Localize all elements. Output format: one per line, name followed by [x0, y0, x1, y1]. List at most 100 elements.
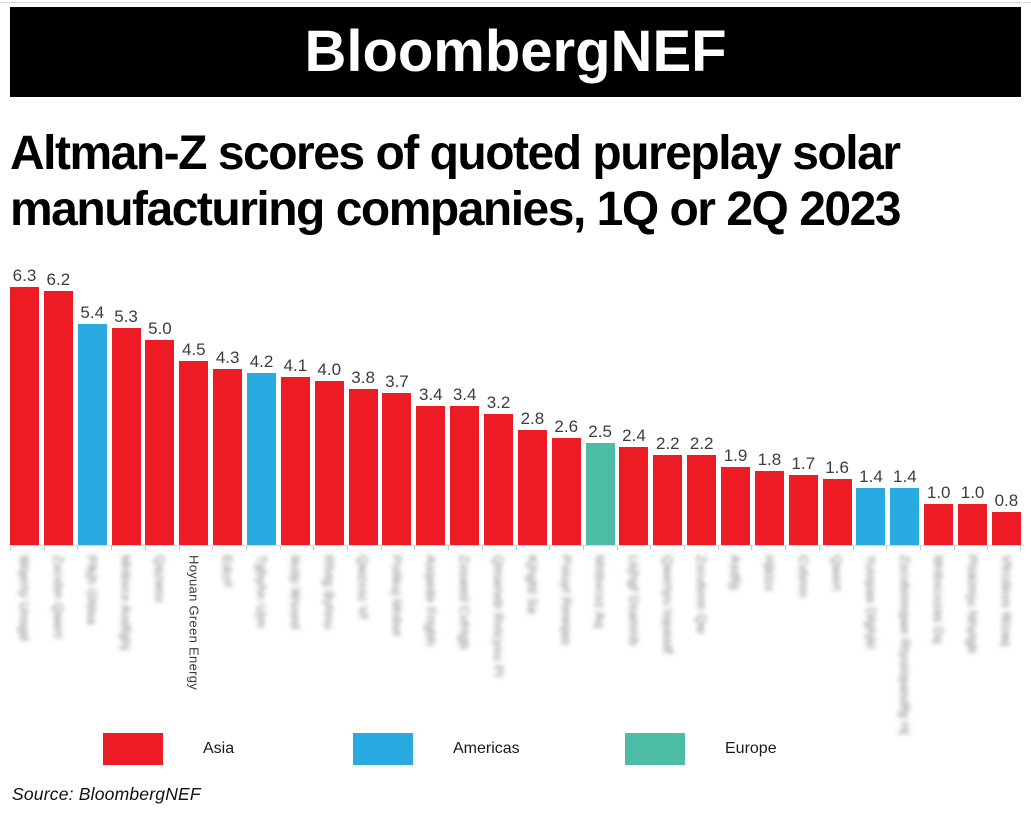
axis-tick	[347, 546, 348, 550]
bar-slot: 1.8	[754, 250, 784, 545]
legend-label-asia: Asia	[203, 740, 235, 757]
bar-slot: 1.4	[856, 250, 886, 545]
bar-asia	[822, 479, 852, 545]
x-axis-label-slot: Mnbvcxzas Dq	[924, 555, 953, 747]
bar-asia	[10, 286, 39, 545]
bar-asia	[687, 454, 717, 545]
bar-value-label: 5.4	[80, 302, 105, 322]
x-axis-label-slot: Plokimju Nhytgb	[958, 555, 987, 747]
axis-tick	[819, 546, 820, 550]
bar-value-label: 3.7	[385, 372, 409, 392]
company-label-blurred: Edcrf	[220, 555, 236, 587]
bar-asia	[619, 446, 649, 545]
x-axis-label-slot: Ikolp Wsxed	[281, 555, 310, 747]
axis-tick	[414, 546, 415, 550]
bar-asia	[551, 438, 581, 545]
bar-asia	[788, 475, 818, 545]
company-label-blurred: Zxcvbn Qwert	[50, 555, 66, 639]
bar-asia	[958, 504, 988, 545]
legend-swatch-europe	[625, 733, 685, 765]
company-label-blurred: Zxswed Cvfrtgb	[457, 555, 473, 650]
bar-chart: 6.3 6.2 5.4 5.3 5.0 4.5 4.3 4.2 4.1 4.0 3.8 3.7 3.4 3…	[10, 250, 1021, 747]
axis-tick	[583, 546, 584, 550]
axis-tick	[44, 546, 45, 550]
x-axis-label-slot: Qmwneb Rvtcyxu Pl	[484, 555, 513, 747]
bar-slot: 3.7	[382, 250, 412, 545]
bar-value-label: 4.0	[317, 360, 342, 379]
company-label-blurred: Vfrcdexs Wzaq	[998, 555, 1014, 647]
source-note: Source: BloombergNEF	[12, 784, 201, 804]
legend-label-americas: Americas	[453, 740, 520, 757]
bar-asia	[721, 467, 751, 545]
bar-value-label: 4.5	[181, 339, 206, 359]
company-label-blurred: Qazwsx	[152, 555, 168, 604]
legend-swatch-americas	[353, 733, 413, 765]
bar-asia	[653, 454, 683, 545]
bar-slot: 6.3	[10, 250, 39, 545]
x-axis-label-slot: Lkjhgf Dsamnb	[619, 555, 648, 747]
company-label-blurred: Mnbvcxzas Dq	[931, 555, 947, 644]
x-axis-label-slot: Yuiopas Dfghjkl	[856, 555, 885, 747]
bloombergnef-logo-bar: BloombergNEF	[10, 7, 1021, 97]
bar-value-label: 1.9	[723, 446, 748, 466]
axis-tick	[920, 546, 921, 550]
bar-asia	[517, 430, 547, 545]
bar-value-label: 0.8	[994, 491, 1019, 511]
axis-tick	[987, 546, 988, 550]
x-axis-label-slot: Hjklzx	[755, 555, 784, 747]
company-label-blurred: Mnbvcx Asdfghj	[118, 555, 134, 651]
bar-slot: 2.6	[551, 250, 581, 545]
bar-value-label: 2.2	[656, 433, 680, 453]
axis-tick	[313, 546, 314, 550]
axis-tick	[684, 546, 685, 550]
legend-swatch-asia	[103, 733, 163, 765]
x-axis-label-slot: Plkjh Gfdsa	[78, 555, 107, 747]
bar-asia	[924, 504, 954, 545]
bar-asia	[179, 360, 209, 545]
axis-tick	[246, 546, 247, 550]
company-label-blurred: Lkjhgf Dsamnb	[626, 555, 642, 646]
bar-asia	[213, 368, 243, 545]
company-label-blurred: Cvbnm	[795, 555, 811, 598]
bar-slot: 3.8	[348, 250, 378, 545]
bar-slot: 2.5	[585, 250, 615, 545]
x-axis-label-slot: Kjhgfd Sa	[518, 555, 547, 747]
company-label-blurred: Qwzxsc Vf	[355, 555, 371, 620]
bar-value-label: 3.4	[418, 384, 443, 404]
plot-area: 6.3 6.2 5.4 5.3 5.0 4.5 4.3 4.2 4.1 4.0 3.8 3.7 3.4 3…	[10, 250, 1021, 545]
bar-value-label: 3.8	[351, 368, 375, 388]
x-axis-label-slot: Tgbyhn Ujm	[247, 555, 276, 747]
bar-slot: 4.1	[280, 250, 310, 545]
company-label-blurred: Ikolp Wsxed	[287, 555, 303, 630]
bar-value-label: 2.4	[622, 425, 646, 445]
bar-value-label: 4.2	[249, 351, 274, 371]
axis-tick	[549, 546, 550, 550]
bar-value-label: 1.0	[926, 483, 951, 502]
company-label-blurred: Plokimju Nhytgb	[965, 555, 981, 654]
axis-tick	[179, 546, 180, 550]
bar-slot: 4.2	[247, 250, 277, 545]
bar-slot: 5.4	[77, 250, 107, 545]
axis-tick	[853, 546, 854, 550]
bar-europe	[585, 442, 615, 545]
x-axis-label-slot: Hoyuan Green Energy	[179, 555, 208, 747]
x-axis-label-slot: Polikuj Mnbvt	[382, 555, 411, 747]
company-label-blurred: Rfvtg Byhnu	[321, 555, 337, 630]
x-axis-label-slot: Zxcvbnm Qw	[687, 555, 716, 747]
bar-slot: 2.8	[517, 250, 547, 545]
legend-item-asia: Asia	[103, 733, 234, 765]
axis-tick	[111, 546, 112, 550]
axis-tick	[448, 546, 449, 550]
bar-slot: 4.5	[179, 250, 209, 545]
bar-slot: 1.6	[822, 250, 852, 545]
x-axis-line	[10, 545, 1021, 546]
company-label-blurred: Tgbyhn Ujm	[254, 555, 270, 629]
company-label-blurred: Plkjh Gfdsa	[84, 555, 100, 625]
x-axis-label-slot: Edcrf	[213, 555, 242, 747]
x-axis-label-slot: Rfvtg Byhnu	[315, 555, 344, 747]
bar-value-label: 3.2	[486, 392, 511, 412]
bloombergnef-logo: BloombergNEF	[304, 19, 727, 84]
x-axis-labels: Wqerty Unsgd Zxcvbn Qwert Plkjh Gfdsa Mnbvc…	[10, 555, 1021, 747]
bar-slot: 2.2	[687, 250, 717, 545]
x-axis-ticks	[10, 546, 1021, 551]
